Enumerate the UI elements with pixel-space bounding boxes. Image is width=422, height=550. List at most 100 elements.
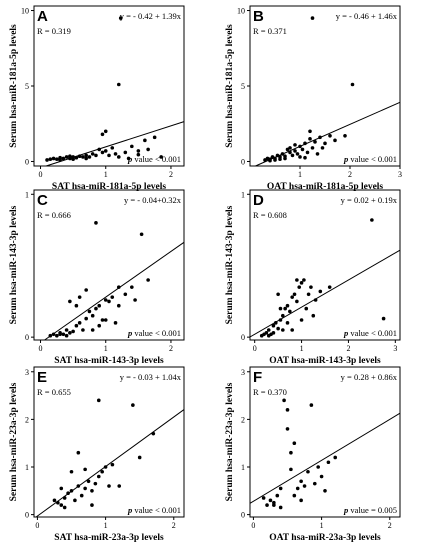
data-point: [87, 155, 92, 159]
data-point: [133, 298, 137, 302]
regression-equation: y = 0.28 + 0.86x: [341, 372, 398, 382]
data-point: [273, 158, 277, 162]
data-point: [131, 403, 135, 407]
data-point: [280, 152, 285, 156]
y-axis-label: Serum hsa-miR-143-3p levels: [225, 205, 235, 324]
data-point: [333, 138, 337, 143]
data-point: [136, 149, 141, 153]
p-value-symbol: p: [127, 328, 132, 338]
data-point: [137, 455, 142, 460]
data-point: [295, 278, 299, 282]
x-tick-label: 0: [35, 521, 39, 530]
p-value-text: value < 0.001: [132, 154, 181, 164]
data-point: [312, 481, 317, 486]
data-point: [103, 149, 108, 153]
data-point: [58, 332, 62, 337]
data-point: [117, 484, 122, 488]
data-point: [90, 503, 94, 507]
data-point: [76, 450, 81, 455]
data-point: [266, 333, 271, 338]
x-axis-label: SAT hsa-miR-143-3p levels: [54, 356, 164, 366]
data-point: [136, 152, 141, 157]
data-point: [143, 138, 147, 143]
data-point: [56, 500, 60, 505]
data-point: [315, 152, 320, 156]
data-point: [76, 484, 81, 488]
data-point: [326, 460, 331, 465]
data-point: [94, 306, 98, 311]
data-point: [323, 141, 327, 146]
data-point: [94, 221, 98, 225]
panel-e: 0 1 2 0 1 2 3 ER = 0.655 y = - 0.03 + 1.04x p val…: [9, 366, 185, 543]
p-value-text: value < 0.001: [132, 328, 181, 338]
data-point: [319, 474, 324, 479]
x-tick-label: 1: [104, 170, 108, 179]
data-point: [300, 147, 305, 152]
x-tick-label: 2: [348, 170, 352, 179]
data-point: [110, 295, 115, 299]
data-point: [126, 156, 131, 161]
data-point: [299, 479, 303, 484]
r-value: R = 0.655: [37, 387, 71, 397]
data-point: [295, 486, 300, 491]
data-point: [293, 149, 297, 153]
data-point: [113, 321, 118, 325]
data-point: [116, 303, 121, 308]
data-point: [107, 299, 111, 304]
data-point: [100, 318, 105, 322]
p-value-symbol: p: [343, 154, 348, 164]
data-point: [68, 154, 72, 158]
y-axis-label: Serum hsa-miR-23a-3p levels: [9, 382, 19, 501]
y-axis-label: Serum hsa-miR-143-3p levels: [9, 205, 19, 324]
data-point: [87, 309, 92, 314]
data-point: [303, 155, 307, 160]
x-axis-label: SAT hsa-miR-23a-3p levels: [54, 533, 164, 543]
data-point: [278, 505, 283, 510]
p-value-text: value = 0.005: [348, 505, 397, 515]
data-point: [59, 486, 64, 491]
plot-frame: [33, 366, 185, 518]
y-tick-label: 0: [25, 511, 29, 520]
y-axis-label: Serum hsa-miR-23a-3p levels: [225, 382, 235, 501]
data-point: [100, 469, 104, 474]
data-point: [66, 491, 70, 495]
data-point: [292, 493, 297, 498]
data-point: [83, 486, 87, 491]
data-point: [97, 147, 102, 152]
data-point: [283, 156, 287, 161]
data-point: [281, 328, 285, 332]
y-tick-label: 1: [25, 190, 29, 199]
data-point: [51, 156, 56, 161]
data-point: [272, 503, 276, 507]
data-point: [304, 306, 309, 311]
data-point: [71, 329, 75, 334]
data-point: [313, 140, 317, 144]
panel-label: D: [253, 192, 264, 209]
data-point: [123, 150, 128, 155]
data-point: [68, 299, 72, 304]
panel-a: 0 1 2 0 5 10 AR = 0.319 y = - 0.42 + 1.39x p val…: [9, 5, 185, 192]
data-point: [74, 155, 79, 160]
y-tick-label: 3: [241, 368, 245, 377]
data-point: [71, 157, 75, 162]
x-tick-label: 1: [300, 344, 304, 353]
data-point: [107, 153, 111, 158]
data-point: [271, 331, 276, 335]
x-tick-label: 0: [251, 521, 255, 530]
data-point: [86, 479, 91, 484]
data-point: [69, 489, 74, 493]
data-point: [268, 158, 272, 163]
data-point: [295, 152, 300, 156]
regression-line: [44, 241, 185, 341]
x-tick-label: 2: [169, 344, 173, 353]
data-point: [285, 321, 290, 325]
regression-equation: y = - 0.03 + 1.04x: [120, 372, 182, 382]
data-point: [84, 288, 88, 292]
data-point: [100, 132, 105, 137]
panel-b: 1 2 3 0 5 10 BR = 0.371 y = - 0.46 + 1.46x p val…: [225, 5, 402, 192]
data-point: [310, 146, 315, 150]
regression-line: [249, 249, 401, 338]
x-tick-label: 1: [104, 521, 108, 530]
data-point: [275, 493, 280, 498]
p-value: p value = 0.005: [343, 505, 397, 515]
